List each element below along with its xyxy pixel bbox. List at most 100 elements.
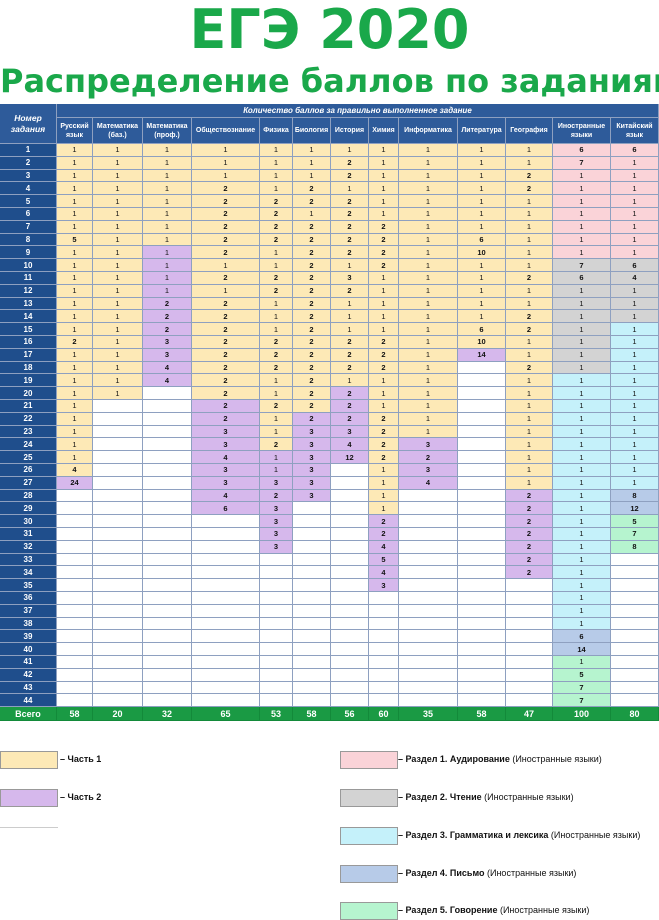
score-cell	[458, 630, 506, 644]
score-cell	[611, 617, 659, 631]
score-cell	[331, 579, 369, 592]
score-cell	[93, 502, 143, 516]
score-cell: 1	[399, 233, 458, 247]
legend-swatch-section-3	[340, 827, 398, 845]
score-cell	[611, 681, 659, 695]
score-cell	[93, 668, 143, 682]
score-cell: 8	[611, 540, 659, 554]
score-cell	[458, 604, 506, 618]
score-cell: 1	[57, 246, 93, 260]
score-cell: 4	[192, 489, 260, 503]
score-cell: 1	[611, 451, 659, 464]
score-cell	[399, 489, 458, 503]
score-cell	[93, 617, 143, 631]
score-cell: 1	[260, 387, 293, 400]
score-cell	[293, 579, 331, 592]
score-cell: 1	[93, 169, 143, 183]
score-cell: 3	[331, 425, 369, 439]
score-cell: 1	[369, 182, 399, 196]
score-cell: 2	[260, 208, 293, 221]
score-cell	[57, 579, 93, 592]
score-cell	[143, 489, 192, 503]
score-cell: 1	[369, 387, 399, 400]
score-cell	[93, 630, 143, 644]
legend-section-title: – Раздел 5. Говорение	[398, 905, 498, 915]
score-cell: 1	[458, 220, 506, 234]
score-cell: 1	[611, 182, 659, 196]
score-cell	[331, 604, 369, 618]
score-cell	[93, 656, 143, 669]
score-cell	[331, 515, 369, 528]
score-cell: 1	[506, 387, 553, 400]
score-cell: 1	[331, 310, 369, 324]
score-cell	[93, 643, 143, 656]
score-cell	[293, 502, 331, 516]
score-cell: 2	[260, 195, 293, 208]
score-cell: 3	[293, 489, 331, 503]
score-cell: 2	[192, 297, 260, 311]
total-value: 58	[293, 707, 331, 722]
score-cell: 1	[553, 361, 611, 375]
score-cell: 4	[192, 451, 260, 464]
score-cell	[143, 643, 192, 656]
score-cell: 2	[293, 323, 331, 336]
score-cell	[331, 617, 369, 631]
task-number: 14	[0, 310, 57, 324]
score-cell: 1	[553, 464, 611, 477]
score-cell	[57, 681, 93, 695]
score-cell	[369, 681, 399, 695]
legend-section-note: (Иностранные языки)	[481, 792, 574, 802]
score-cell: 1	[458, 156, 506, 170]
score-cell	[331, 464, 369, 477]
score-cell	[611, 630, 659, 644]
task-number: 39	[0, 630, 57, 644]
score-cell: 1	[369, 464, 399, 477]
score-cell	[506, 694, 553, 708]
score-cell	[369, 643, 399, 656]
score-cell: 1	[506, 220, 553, 234]
score-cell: 1	[553, 348, 611, 362]
score-cell: 1	[611, 220, 659, 234]
score-cell	[293, 656, 331, 669]
score-cell	[458, 540, 506, 554]
score-cell: 7	[553, 694, 611, 708]
task-number: 42	[0, 668, 57, 682]
legend-swatch-section-5	[340, 902, 398, 920]
score-cell: 1	[57, 284, 93, 298]
score-cell: 6	[553, 144, 611, 157]
task-number: 32	[0, 540, 57, 554]
score-cell	[260, 694, 293, 708]
score-cell	[331, 694, 369, 708]
score-cell	[57, 528, 93, 541]
score-cell	[458, 592, 506, 605]
score-cell: 2	[399, 451, 458, 464]
score-cell: 2	[192, 310, 260, 324]
score-cell: 1	[369, 272, 399, 285]
task-number: 21	[0, 400, 57, 413]
score-cell	[506, 604, 553, 618]
score-cell: 2	[369, 438, 399, 452]
score-cell	[93, 451, 143, 464]
score-cell	[93, 681, 143, 695]
score-cell: 6	[611, 259, 659, 272]
score-cell: 1	[399, 297, 458, 311]
score-cell: 2	[293, 297, 331, 311]
score-cell: 2	[331, 220, 369, 234]
score-cell	[93, 400, 143, 413]
score-cell: 5	[553, 668, 611, 682]
score-cell: 1	[93, 233, 143, 247]
score-cell: 1	[260, 323, 293, 336]
score-cell	[331, 476, 369, 490]
score-cell	[57, 592, 93, 605]
score-cell	[458, 489, 506, 503]
score-cell: 1	[553, 579, 611, 592]
score-cell: 2	[293, 361, 331, 375]
score-cell: 1	[611, 438, 659, 452]
score-cell: 1	[611, 297, 659, 311]
score-cell: 12	[611, 502, 659, 516]
score-cell	[57, 694, 93, 708]
score-cell: 1	[553, 195, 611, 208]
legend-section-title: – Раздел 1. Аудирование	[398, 754, 510, 764]
score-cell: 1	[553, 438, 611, 452]
score-cell: 2	[260, 233, 293, 247]
